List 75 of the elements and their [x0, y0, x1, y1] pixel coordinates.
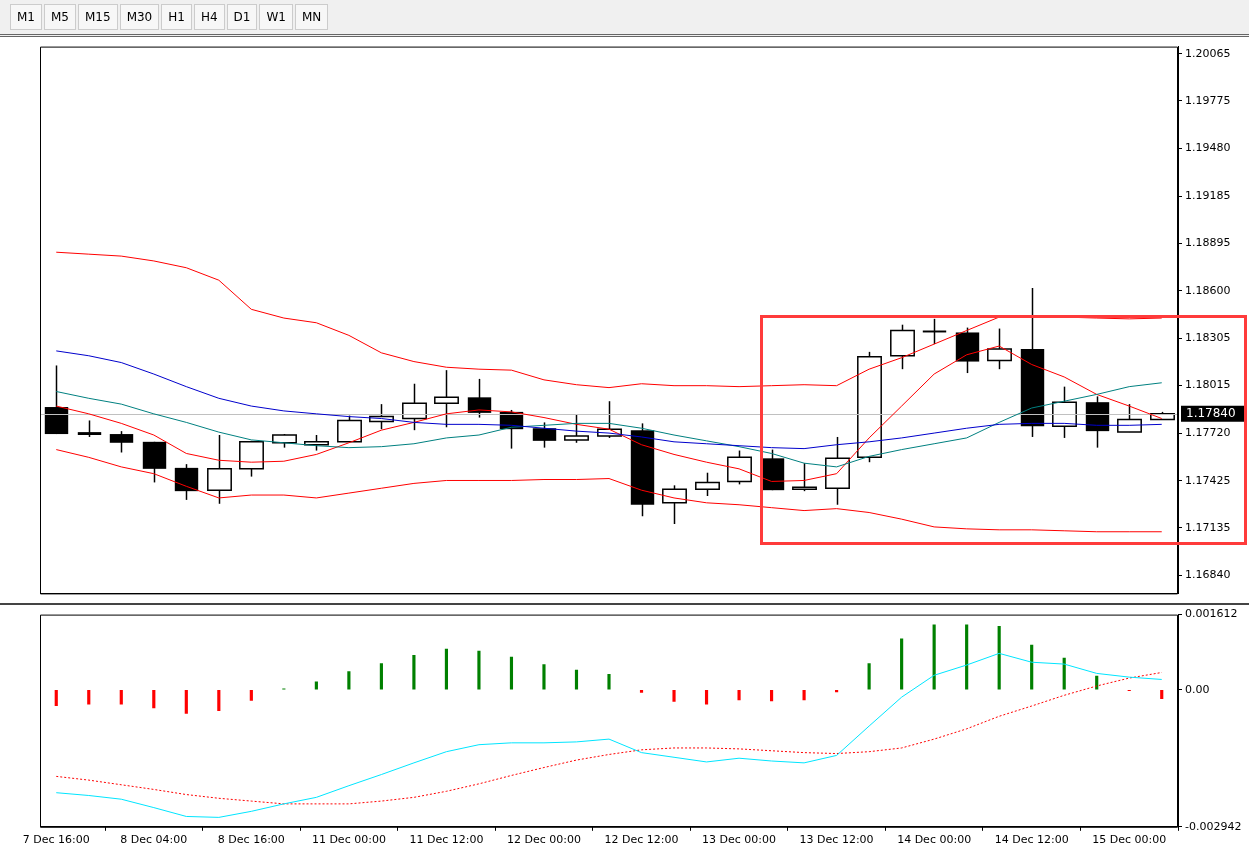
x-tick-label: 8 Dec 16:00 — [217, 833, 285, 847]
bar — [379, 663, 383, 690]
x-tick-label: 8 Dec 04:00 — [120, 833, 188, 847]
x-tick-label: 12 Dec 00:00 — [506, 833, 581, 847]
bar — [932, 624, 936, 690]
y-tick-label: 1.17135 — [1185, 520, 1231, 534]
bar — [119, 689, 123, 705]
bar — [184, 689, 188, 714]
candlestick — [109, 430, 134, 454]
text: H1 — [161, 4, 192, 30]
bar — [672, 689, 676, 702]
y-tick-label: 1.18895 — [1185, 236, 1231, 250]
text: D1 — [226, 4, 258, 30]
bar — [217, 689, 221, 712]
bar — [54, 689, 58, 706]
candlestick — [467, 378, 492, 419]
bar — [574, 669, 579, 690]
x-tick-label: 13 Dec 00:00 — [702, 833, 777, 847]
y-tick-label: 1.18305 — [1185, 331, 1231, 345]
y-tick-label: -0.002942 — [1185, 819, 1242, 833]
bar — [769, 689, 774, 702]
y-tick-label: 1.18015 — [1185, 378, 1231, 392]
bar — [704, 689, 709, 705]
y-tick-label: 1.16840 — [1185, 568, 1231, 582]
bar — [444, 648, 449, 690]
x-tick-label: 11 Dec 12:00 — [409, 833, 484, 847]
y-tick-label: 1.19185 — [1185, 189, 1231, 203]
text: MN — [294, 4, 329, 30]
text: M5 — [44, 4, 76, 30]
y-tick-label: 1.17720 — [1185, 426, 1231, 440]
bar — [607, 674, 611, 690]
text: M15 — [78, 4, 118, 30]
candlestick — [532, 421, 557, 449]
text: M1 — [10, 4, 42, 30]
y-tick-label: 0.001612 — [1185, 607, 1238, 621]
bar — [542, 664, 546, 690]
bar — [314, 681, 318, 690]
bar — [509, 656, 514, 690]
text: H4 — [193, 4, 225, 30]
bar — [1030, 644, 1034, 690]
ref-line-label: 1.17840 — [1186, 405, 1236, 420]
bar — [997, 626, 1001, 690]
bar — [802, 689, 806, 701]
bar — [249, 689, 253, 701]
bar — [1062, 657, 1066, 690]
bar — [639, 689, 644, 693]
x-tick-label: 13 Dec 12:00 — [799, 833, 874, 847]
line-series — [55, 671, 1163, 805]
bar — [867, 663, 871, 690]
text: W1 — [259, 4, 293, 30]
y-tick-label: 1.18600 — [1185, 283, 1231, 297]
y-tick-label: 1.19480 — [1185, 141, 1231, 155]
y-tick-label: 1.17425 — [1185, 473, 1231, 487]
y-tick-label: 1.20065 — [1185, 46, 1231, 60]
x-tick-label: 14 Dec 12:00 — [994, 833, 1069, 847]
bar — [1160, 689, 1164, 699]
bar — [737, 689, 741, 701]
bar — [412, 654, 416, 690]
x-tick-label: 11 Dec 00:00 — [311, 833, 386, 847]
bar — [900, 638, 904, 690]
bar — [1095, 675, 1099, 690]
bar — [152, 689, 156, 709]
bar — [347, 671, 351, 690]
bar — [477, 650, 481, 690]
text: M30 — [119, 4, 160, 30]
y-tick-label: 0.00 — [1185, 682, 1210, 696]
x-tick-label: 14 Dec 00:00 — [897, 833, 972, 847]
bar — [965, 624, 969, 690]
x-tick-label: 12 Dec 12:00 — [604, 833, 679, 847]
bar — [87, 689, 91, 705]
candlestick — [207, 434, 232, 505]
x-tick-label: 15 Dec 00:00 — [1092, 833, 1167, 847]
x-tick-label: 7 Dec 16:00 — [22, 833, 90, 847]
candlestick — [174, 463, 199, 501]
y-tick-label: 1.19775 — [1185, 93, 1231, 107]
